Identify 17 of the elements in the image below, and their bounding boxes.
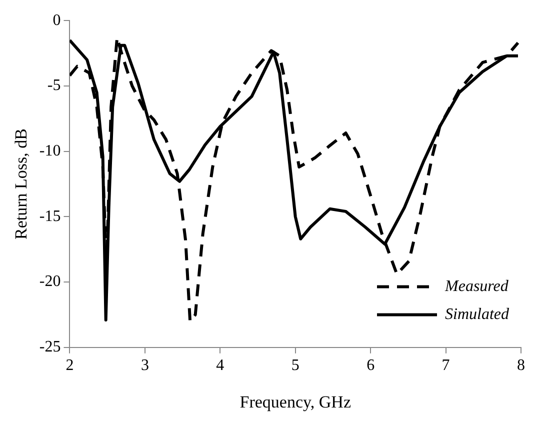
- y-tick-label: -15: [39, 208, 61, 225]
- y-axis-title: Return Loss, dB: [12, 128, 31, 240]
- y-tick-label: -10: [39, 142, 61, 160]
- x-axis-title: Frequency, GHz: [240, 392, 352, 412]
- legend-label: Measured: [444, 278, 510, 296]
- y-tick-label: -25: [39, 338, 61, 356]
- legend-label: Simulated: [445, 306, 510, 324]
- y-tick-label: -20: [39, 273, 61, 290]
- x-tick-label: 5: [291, 357, 300, 374]
- x-tick-label: 7: [442, 357, 450, 374]
- y-tick-label: 0: [52, 12, 61, 29]
- x-tick-label: 8: [517, 357, 525, 374]
- x-tick-label: 4: [216, 357, 224, 374]
- y-tick-label: -5: [47, 77, 61, 94]
- x-tick-label: 3: [140, 357, 149, 374]
- x-tick-label: 6: [366, 357, 375, 374]
- x-tick-label: 2: [66, 357, 74, 374]
